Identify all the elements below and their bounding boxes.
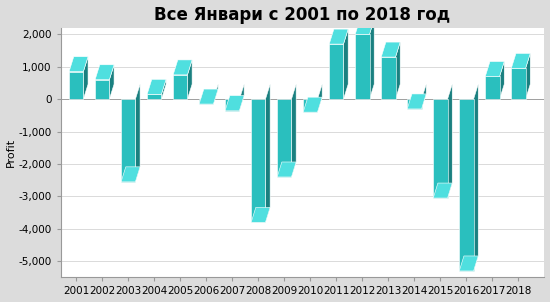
Polygon shape [317, 84, 322, 112]
Polygon shape [433, 183, 452, 198]
Polygon shape [251, 207, 270, 222]
Polygon shape [188, 60, 192, 99]
Polygon shape [121, 99, 135, 182]
Polygon shape [459, 256, 478, 271]
Polygon shape [69, 57, 88, 72]
Polygon shape [395, 42, 400, 99]
Polygon shape [95, 80, 109, 99]
Polygon shape [173, 60, 192, 75]
Polygon shape [370, 19, 374, 99]
Polygon shape [225, 95, 244, 111]
Polygon shape [199, 89, 218, 104]
Polygon shape [225, 99, 239, 111]
Polygon shape [292, 84, 296, 177]
Polygon shape [266, 84, 270, 222]
Polygon shape [499, 62, 504, 99]
Polygon shape [277, 162, 296, 177]
Polygon shape [421, 84, 426, 109]
Polygon shape [147, 79, 166, 94]
Polygon shape [173, 75, 188, 99]
Polygon shape [69, 72, 84, 99]
Y-axis label: Profit: Profit [6, 138, 15, 167]
Polygon shape [344, 29, 348, 99]
Polygon shape [303, 97, 322, 112]
Polygon shape [213, 84, 218, 104]
Polygon shape [485, 76, 499, 99]
Polygon shape [161, 79, 166, 99]
Polygon shape [329, 44, 344, 99]
Polygon shape [459, 99, 474, 271]
Polygon shape [407, 94, 426, 109]
Polygon shape [526, 53, 530, 99]
Polygon shape [433, 99, 448, 198]
Polygon shape [84, 57, 88, 99]
Polygon shape [407, 99, 421, 109]
Polygon shape [135, 84, 140, 182]
Polygon shape [277, 99, 292, 177]
Polygon shape [448, 84, 452, 198]
Polygon shape [109, 65, 114, 99]
Polygon shape [239, 84, 244, 111]
Polygon shape [485, 62, 504, 76]
Polygon shape [303, 99, 317, 112]
Polygon shape [199, 99, 213, 104]
Polygon shape [121, 167, 140, 182]
Polygon shape [95, 65, 114, 80]
Polygon shape [147, 94, 161, 99]
Title: Все Январи с 2001 по 2018 год: Все Январи с 2001 по 2018 год [155, 5, 450, 24]
Polygon shape [355, 19, 374, 34]
Polygon shape [512, 53, 530, 68]
Polygon shape [329, 29, 348, 44]
Polygon shape [355, 34, 370, 99]
Polygon shape [251, 99, 266, 222]
Polygon shape [381, 57, 395, 99]
Polygon shape [474, 84, 478, 271]
Polygon shape [381, 42, 400, 57]
Polygon shape [512, 68, 526, 99]
